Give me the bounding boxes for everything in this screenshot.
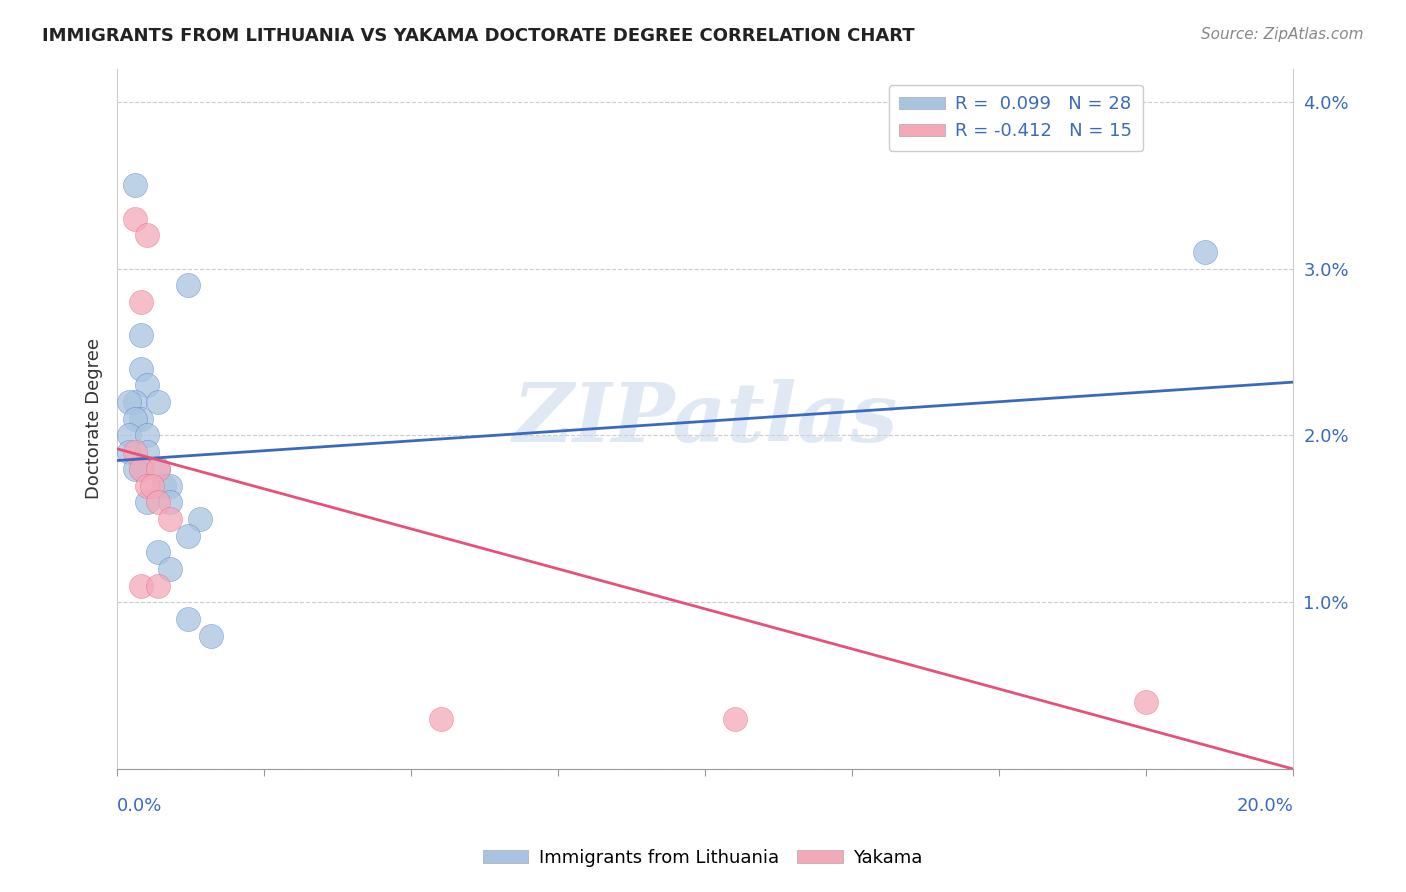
Point: [148, 462, 170, 476]
Point: [188, 512, 211, 526]
Point: [148, 395, 170, 409]
Point: [118, 395, 141, 409]
Point: [177, 278, 200, 293]
Y-axis label: Doctorate Degree: Doctorate Degree: [86, 338, 103, 500]
Point: [159, 478, 181, 492]
Point: [129, 462, 152, 476]
Legend: R =  0.099   N = 28, R = -0.412   N = 15: R = 0.099 N = 28, R = -0.412 N = 15: [889, 85, 1143, 152]
Point: [135, 478, 157, 492]
Text: 0.0%: 0.0%: [117, 797, 163, 815]
Point: [177, 612, 200, 626]
Point: [429, 712, 451, 726]
Point: [129, 295, 152, 310]
Point: [124, 395, 146, 409]
Point: [159, 512, 181, 526]
Text: IMMIGRANTS FROM LITHUANIA VS YAKAMA DOCTORATE DEGREE CORRELATION CHART: IMMIGRANTS FROM LITHUANIA VS YAKAMA DOCT…: [42, 27, 915, 45]
Point: [118, 428, 141, 442]
Point: [159, 495, 181, 509]
Point: [1194, 245, 1216, 260]
Point: [129, 328, 152, 343]
Point: [159, 562, 181, 576]
Point: [135, 378, 157, 392]
Point: [148, 495, 170, 509]
Point: [141, 478, 163, 492]
Point: [148, 579, 170, 593]
Point: [177, 528, 200, 542]
Point: [124, 412, 146, 426]
Point: [124, 462, 146, 476]
Point: [148, 462, 170, 476]
Point: [724, 712, 747, 726]
Point: [135, 445, 157, 459]
Point: [135, 228, 157, 243]
Point: [129, 361, 152, 376]
Point: [135, 495, 157, 509]
Text: ZIPatlas: ZIPatlas: [513, 379, 898, 458]
Point: [153, 478, 176, 492]
Point: [124, 445, 146, 459]
Text: Source: ZipAtlas.com: Source: ZipAtlas.com: [1201, 27, 1364, 42]
Point: [148, 545, 170, 559]
Text: 20.0%: 20.0%: [1237, 797, 1294, 815]
Point: [118, 445, 141, 459]
Point: [1135, 695, 1157, 709]
Point: [124, 211, 146, 226]
Point: [135, 428, 157, 442]
Point: [129, 412, 152, 426]
Point: [124, 178, 146, 193]
Point: [129, 462, 152, 476]
Point: [200, 629, 222, 643]
Point: [129, 579, 152, 593]
Legend: Immigrants from Lithuania, Yakama: Immigrants from Lithuania, Yakama: [477, 842, 929, 874]
